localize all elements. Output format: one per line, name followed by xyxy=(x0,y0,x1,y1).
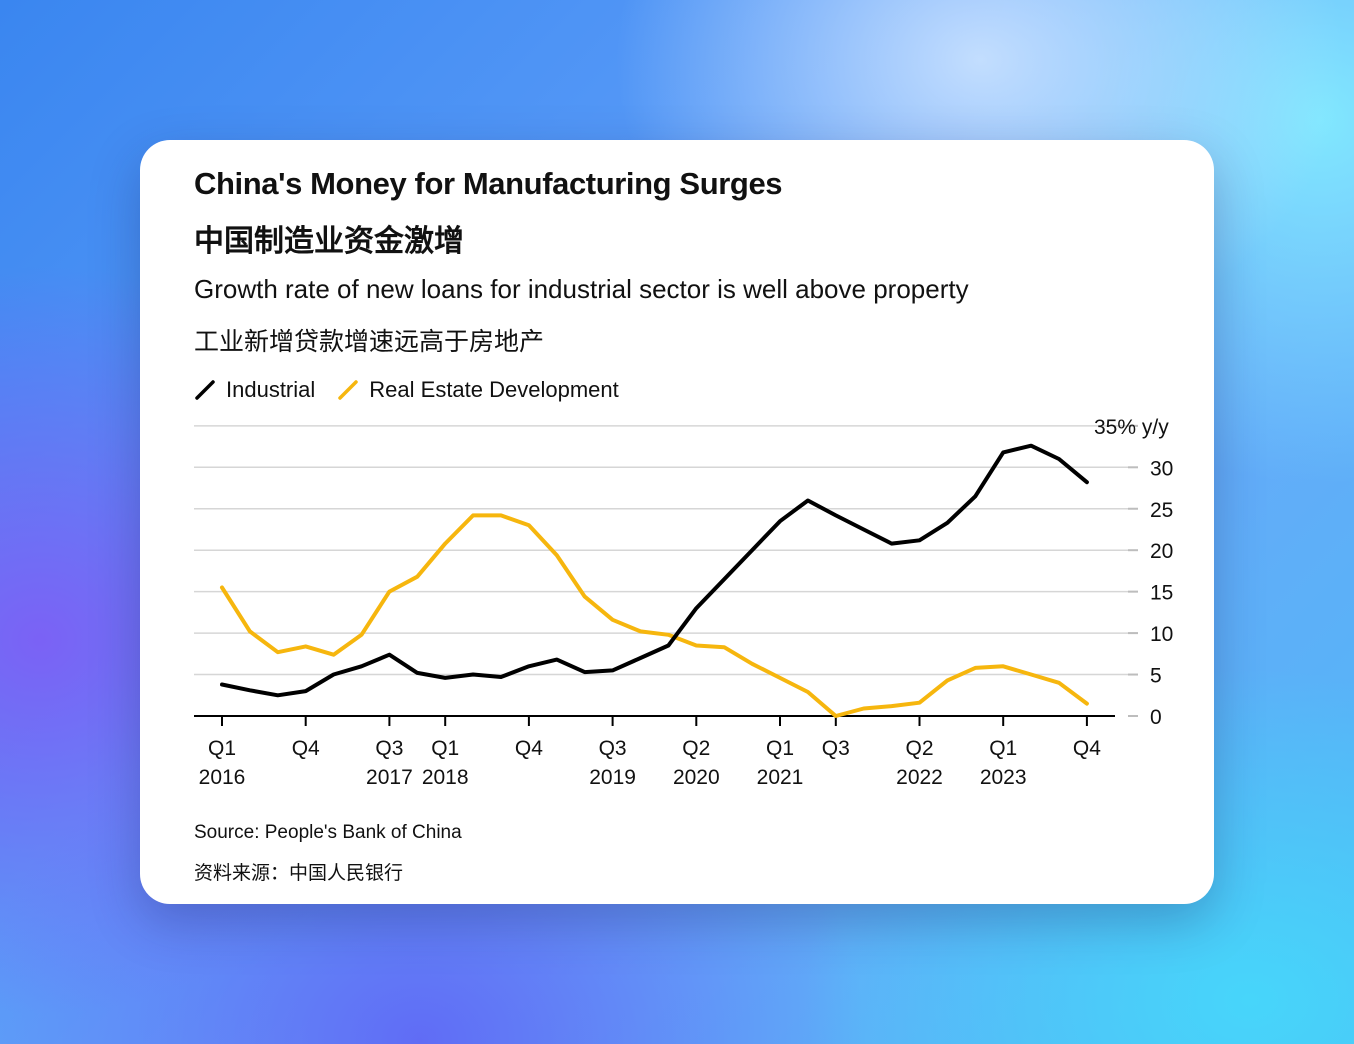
ytick-label: 0 xyxy=(1150,706,1162,729)
chart-subtitle: Growth rate of new loans for industrial … xyxy=(194,274,969,304)
xtick-label: Q1 xyxy=(989,737,1017,760)
legend-label-industrial: Industrial xyxy=(226,377,316,402)
xtick-label: Q4 xyxy=(1073,737,1101,760)
series-line-real-estate xyxy=(220,513,1089,718)
xtick-label: Q3 xyxy=(599,737,627,760)
xtick-label: Q3 xyxy=(822,737,850,760)
chart-title: China's Money for Manufacturing Surges xyxy=(194,166,783,201)
legend-swatch-real-estate xyxy=(338,380,359,400)
xtick-label: Q4 xyxy=(515,737,543,760)
y-unit-label: 35% y/y xyxy=(1094,416,1169,439)
xtick-year-label: 2020 xyxy=(673,766,720,789)
chart-title-chinese: 中国制造业资金激增 xyxy=(194,224,464,259)
series-line-industrial xyxy=(220,443,1089,698)
xtick-year-label: 2022 xyxy=(896,766,943,789)
xtick-label: Q1 xyxy=(208,737,236,760)
chart-subtitle-chinese: 工业新增贷款增速远高于房地产 xyxy=(194,327,545,356)
xtick-label: Q1 xyxy=(766,737,794,760)
xtick-label: Q2 xyxy=(682,737,710,760)
ytick-label: 20 xyxy=(1150,540,1173,563)
ytick-label: 30 xyxy=(1150,457,1173,480)
legend-swatch-industrial xyxy=(195,380,215,400)
xtick-year-label: 2019 xyxy=(589,766,636,789)
line-chart: 30 25 20 15 10 5 0 35% y/y Q1 2016 Q4 Q3 2017 Q1 2018 Q… xyxy=(194,416,1173,789)
legend-label-real-estate: Real Estate Development xyxy=(369,377,619,402)
xtick-label: Q3 xyxy=(375,737,403,760)
legend-item-real-estate: Real Estate Development xyxy=(337,377,619,403)
source-note-chinese: 资料来源：中国人民银行 xyxy=(194,862,404,884)
xtick-year-label: 2017 xyxy=(366,766,413,789)
chart-card: China's Money for Manufacturing Surges 中… xyxy=(140,140,1214,904)
xtick-year-label: 2021 xyxy=(757,766,804,789)
legend-item-industrial: Industrial xyxy=(194,377,315,403)
xtick-label: Q2 xyxy=(905,737,933,760)
ytick-label: 25 xyxy=(1150,499,1173,522)
xtick-label: Q4 xyxy=(292,737,320,760)
ytick-label: 5 xyxy=(1150,665,1162,688)
ytick-label: 10 xyxy=(1150,623,1173,646)
xtick-year-label: 2016 xyxy=(199,766,246,789)
ytick-label: 15 xyxy=(1150,582,1173,605)
source-note: Source: People's Bank of China xyxy=(194,822,462,843)
xtick-year-label: 2023 xyxy=(980,766,1027,789)
xtick-label: Q1 xyxy=(431,737,459,760)
chart-legend: Industrial Real Estate Development xyxy=(194,376,641,404)
xtick-year-label: 2018 xyxy=(422,766,469,789)
